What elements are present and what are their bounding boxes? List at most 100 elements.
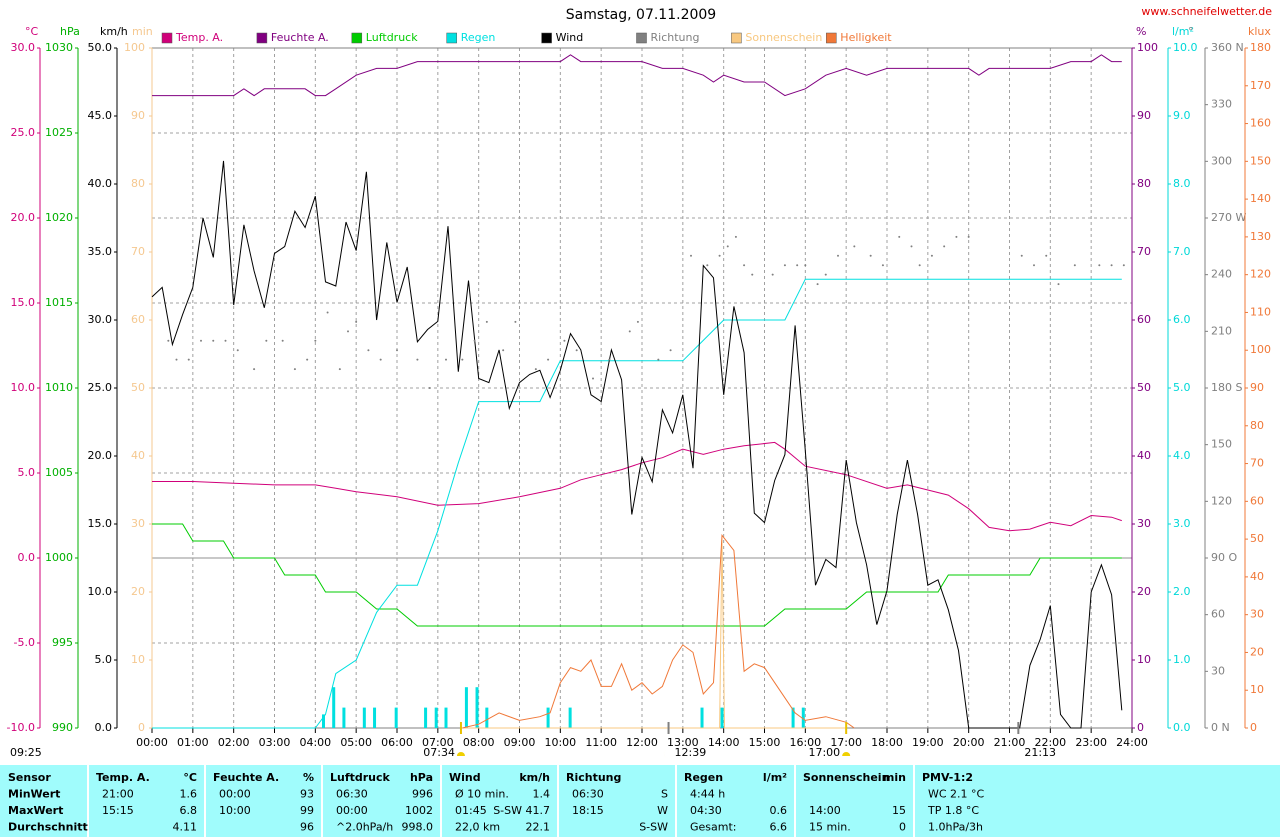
x-tick-label: 15:00: [749, 736, 781, 749]
table-cell: Feuchte A.: [213, 771, 279, 784]
table-background: [0, 765, 1280, 837]
table-cell: Luftdruck: [330, 771, 391, 784]
y-tick-label: -10.0: [7, 721, 35, 734]
direction-dot: [592, 377, 594, 380]
table-cell: 15 min.: [809, 821, 851, 834]
table-cell: MinWert: [8, 788, 60, 801]
table-cell: hPa: [410, 771, 433, 784]
event-label: 17:00: [808, 746, 840, 759]
direction-dot: [212, 339, 215, 342]
y-tick-label: 25.0: [11, 126, 36, 139]
y-tick-label: 2.0: [1173, 585, 1191, 598]
event-label: 12:39: [675, 746, 707, 759]
direction-dot: [347, 330, 349, 333]
y-tick-label: 10.0: [88, 585, 113, 598]
y-tick-label: 90 O: [1211, 551, 1237, 564]
direction-dot: [1110, 264, 1113, 267]
x-tick-label: 12:00: [626, 736, 658, 749]
y-tick-label: 270 W: [1211, 211, 1246, 224]
legend-swatch: [826, 32, 837, 44]
direction-dot: [657, 358, 660, 361]
table-cell: 01:45: [455, 804, 487, 817]
direction-dot: [881, 264, 884, 267]
y-tick-label: 5.0: [95, 653, 113, 666]
y-tick-label: 1025: [45, 126, 73, 139]
x-tick-label: 03:00: [259, 736, 291, 749]
y-tick-label: 40: [1250, 570, 1264, 583]
direction-dot: [804, 264, 807, 267]
table-cell: 18:15: [572, 804, 604, 817]
rain-bar: [475, 687, 479, 728]
y-tick-label: 15.0: [88, 517, 113, 530]
sun-icon: [842, 752, 851, 756]
rain-bar: [720, 707, 724, 728]
y-tick-label: 1030: [45, 41, 73, 54]
rain-bar: [434, 707, 438, 728]
direction-dot: [306, 358, 309, 361]
direction-dot: [1057, 283, 1060, 286]
direction-dot: [1033, 264, 1035, 267]
table-cell: 1.6: [180, 788, 198, 801]
y-tick-label: 10: [1137, 653, 1151, 666]
x-tick-label: 19:00: [912, 736, 944, 749]
x-tick-label: 04:00: [299, 736, 331, 749]
table-cell: S-SW: [639, 821, 668, 834]
rain-bar: [546, 707, 550, 728]
direction-dot: [1122, 264, 1125, 267]
axis-title: hPa: [60, 25, 80, 38]
y-tick-label: 40: [1137, 449, 1151, 462]
y-tick-label: 50.0: [88, 41, 113, 54]
direction-dot: [706, 264, 709, 267]
y-tick-label: 30: [131, 517, 145, 530]
direction-dot: [200, 339, 202, 342]
table-cell: MaxWert: [8, 804, 63, 817]
y-tick-label: 1020: [45, 211, 73, 224]
table-cell: 15: [892, 804, 906, 817]
table-cell: S: [661, 788, 668, 801]
legend-label: Luftdruck: [366, 31, 418, 44]
legend-label: Sonnenschein: [745, 31, 822, 44]
y-tick-label: 1010: [45, 381, 73, 394]
y-tick-label: 50: [131, 381, 145, 394]
series-line: [152, 54, 1122, 97]
direction-dot: [281, 339, 284, 342]
direction-dot: [175, 358, 178, 361]
y-tick-label: 20: [131, 585, 145, 598]
event-label: 21:13: [1024, 746, 1056, 759]
y-tick-label: 7.0: [1173, 245, 1191, 258]
axis-title: °: [1188, 25, 1194, 38]
y-tick-label: 40.0: [88, 177, 113, 190]
y-tick-label: 20: [1250, 645, 1264, 658]
x-tick-label: 18:00: [871, 736, 903, 749]
rain-bar: [424, 707, 428, 728]
event-label: 09:25: [10, 746, 42, 759]
legend-label: Regen: [461, 31, 496, 44]
legend-swatch: [351, 32, 363, 44]
direction-dot: [485, 320, 488, 323]
y-tick-label: 80: [1250, 419, 1264, 432]
y-tick-label: 45.0: [88, 109, 113, 122]
table-cell: S-SW: [493, 804, 522, 817]
table-cell: Temp. A.: [96, 771, 150, 784]
y-tick-label: 1.0: [1173, 653, 1191, 666]
y-tick-label: 0.0: [18, 551, 36, 564]
y-tick-label: 0.0: [95, 721, 113, 734]
table-cell: Regen: [684, 771, 723, 784]
y-tick-label: 50: [1137, 381, 1151, 394]
legend-swatch: [636, 32, 647, 44]
table-cell: W: [657, 804, 668, 817]
direction-dot: [224, 339, 227, 342]
y-tick-label: 90: [131, 109, 145, 122]
legend-label: Helligkeit: [840, 31, 892, 44]
x-tick-label: 09:00: [504, 736, 536, 749]
direction-dot: [367, 349, 370, 352]
y-tick-label: 0 N: [1211, 721, 1230, 734]
table-cell: 998.0: [402, 821, 434, 834]
table-cell: 10:00: [219, 804, 251, 817]
table-cell: Sensor: [8, 771, 51, 784]
axis-title: %: [1136, 25, 1146, 38]
y-tick-label: 40: [131, 449, 145, 462]
rain-bar: [444, 707, 448, 728]
direction-dot: [563, 339, 566, 342]
